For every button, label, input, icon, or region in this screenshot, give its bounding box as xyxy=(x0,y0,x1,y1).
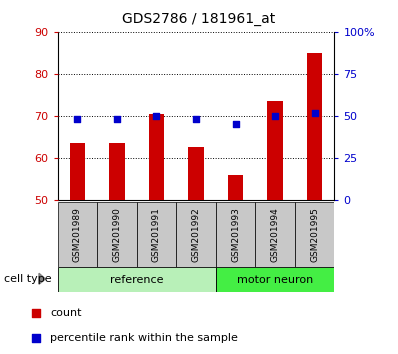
Text: GSM201995: GSM201995 xyxy=(310,207,319,262)
Text: GSM201994: GSM201994 xyxy=(271,207,279,262)
Bar xyxy=(255,202,295,267)
Bar xyxy=(97,202,137,267)
Bar xyxy=(148,114,164,200)
Text: reference: reference xyxy=(110,275,164,285)
Text: GSM201991: GSM201991 xyxy=(152,207,161,262)
Text: GSM201989: GSM201989 xyxy=(73,207,82,262)
Text: count: count xyxy=(50,308,82,318)
Bar xyxy=(188,148,204,200)
Text: percentile rank within the sample: percentile rank within the sample xyxy=(50,333,238,343)
Polygon shape xyxy=(39,273,45,284)
Point xyxy=(307,179,314,184)
Bar xyxy=(176,202,216,267)
Text: cell type: cell type xyxy=(4,274,52,284)
Bar xyxy=(58,202,97,267)
Text: GSM201993: GSM201993 xyxy=(231,207,240,262)
Bar xyxy=(295,202,334,267)
Point xyxy=(311,110,318,115)
Bar xyxy=(228,175,244,200)
Bar xyxy=(216,267,334,292)
Bar xyxy=(137,202,176,267)
Point xyxy=(193,116,199,122)
Point xyxy=(114,116,120,122)
Text: GSM201992: GSM201992 xyxy=(191,207,201,262)
Bar xyxy=(109,143,125,200)
Point xyxy=(74,116,81,122)
Point xyxy=(153,113,160,119)
Bar xyxy=(307,53,322,200)
Text: motor neuron: motor neuron xyxy=(237,275,313,285)
Point xyxy=(232,121,239,127)
Bar xyxy=(216,202,255,267)
Bar xyxy=(267,101,283,200)
Point xyxy=(272,113,278,119)
Text: GSM201990: GSM201990 xyxy=(113,207,121,262)
Text: GDS2786 / 181961_at: GDS2786 / 181961_at xyxy=(122,12,276,27)
Bar xyxy=(70,143,86,200)
Bar xyxy=(58,267,216,292)
